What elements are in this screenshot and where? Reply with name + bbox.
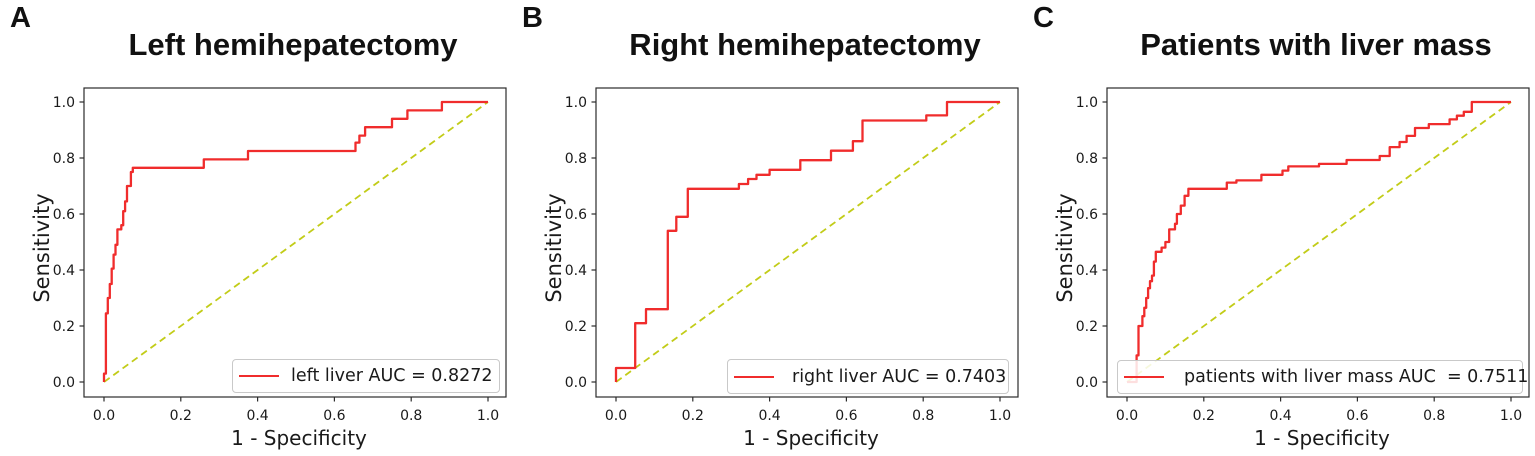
panel-right-hemihepatectomy: B Right hemihepatectomy 0.0 0.2 0.4 0.6 0.8 1… xyxy=(512,0,1024,456)
x-tick-label: 0.8 xyxy=(1423,408,1445,424)
legend-line-sample xyxy=(1124,376,1164,378)
x-tick-label: 1.0 xyxy=(1500,408,1522,424)
roc-curve xyxy=(102,100,488,382)
legend-label: right liver AUC = 0.7403 xyxy=(792,366,1007,387)
x-tick-label: 0.8 xyxy=(400,408,422,424)
y-tick-label: 0.0 xyxy=(565,375,587,391)
roc-plot: 0.0 0.2 0.4 0.6 0.8 1.0 0.0 0.2 0.4 0.6 0.8 1.0 xyxy=(565,87,1019,424)
roc-plot: 0.0 0.2 0.4 0.6 0.8 1.0 0.0 0.2 0.4 0.6 0.8 1.0 xyxy=(53,87,507,424)
y-tick-label: 1.0 xyxy=(565,95,587,111)
roc-plot: 0.0 0.2 0.4 0.6 0.8 1.0 0.0 0.2 0.4 0.6 0.8 1.0 xyxy=(1076,87,1530,424)
y-tick-label: 0.4 xyxy=(1076,263,1098,279)
chance-diagonal-line xyxy=(1126,101,1512,383)
y-axis-label: Sensitivity xyxy=(30,193,54,303)
panel-letter-a: A xyxy=(10,2,31,34)
y-tick-label: 0.8 xyxy=(1076,151,1098,167)
legend-line-sample xyxy=(734,375,774,378)
x-tick-label: 0.4 xyxy=(246,408,268,424)
x-tick-label: 0.4 xyxy=(758,408,780,424)
legend-line-sample xyxy=(239,375,279,377)
x-tick-label: 0.2 xyxy=(1193,408,1215,424)
chance-diagonal-line xyxy=(103,101,489,383)
x-tick-label: 0.6 xyxy=(835,408,857,424)
y-tick-label: 0.2 xyxy=(565,319,587,335)
x-axis-label: 1 - Specificity xyxy=(1254,426,1390,450)
x-tick-label: 1.0 xyxy=(989,408,1011,424)
y-axis-label: Sensitivity xyxy=(1053,193,1077,303)
x-tick-label: 0.0 xyxy=(93,408,115,424)
x-tick-label: 0.8 xyxy=(912,408,934,424)
x-tick-label: 0.0 xyxy=(605,408,627,424)
x-axis-label: 1 - Specificity xyxy=(743,426,879,450)
x-axis-label: 1 - Specificity xyxy=(231,426,367,450)
panel-title: Right hemihepatectomy xyxy=(629,27,981,62)
axes-frame xyxy=(595,87,1019,398)
y-axis-label: Sensitivity xyxy=(542,193,566,303)
legend-label: left liver AUC = 0.8272 xyxy=(291,366,493,386)
legend: left liver AUC = 0.8272 xyxy=(232,359,500,393)
y-tick-label: 1.0 xyxy=(53,95,75,111)
y-tick-label: 0.8 xyxy=(565,151,587,167)
x-tick-label: 0.6 xyxy=(323,408,345,424)
legend: patients with liver mass AUC = 0.7511 xyxy=(1117,360,1528,394)
x-tick-label: 0.6 xyxy=(1346,408,1368,424)
chance-diagonal-line xyxy=(615,101,1001,383)
panel-letter-c: C xyxy=(1033,2,1054,34)
y-tick-label: 0.6 xyxy=(565,207,587,223)
panel-title: Left hemihepatectomy xyxy=(128,27,458,62)
x-tick-label: 0.0 xyxy=(1116,408,1138,424)
legend-label: patients with liver mass AUC = 0.7511 xyxy=(1184,367,1529,387)
y-tick-label: 0.0 xyxy=(1076,375,1098,391)
y-tick-label: 1.0 xyxy=(1076,95,1098,111)
y-tick-label: 0.4 xyxy=(53,263,75,279)
y-tick-label: 0.6 xyxy=(53,207,75,223)
panel-letter-b: B xyxy=(522,2,543,34)
y-tick-label: 0.6 xyxy=(1076,207,1098,223)
axes-frame xyxy=(1106,87,1530,398)
legend: right liver AUC = 0.7403 xyxy=(727,359,1009,394)
x-tick-label: 0.4 xyxy=(1269,408,1291,424)
y-tick-label: 0.2 xyxy=(53,319,75,335)
roc-curve xyxy=(1127,100,1511,384)
roc-curve xyxy=(614,100,1000,382)
panel-left-hemihepatectomy: A Left hemihepatectomy 0.0 0.2 0.4 0.6 0.8 1.… xyxy=(0,0,512,456)
x-tick-label: 0.2 xyxy=(170,408,192,424)
y-tick-label: 0.2 xyxy=(1076,319,1098,335)
x-tick-label: 0.2 xyxy=(682,408,704,424)
y-tick-label: 0.4 xyxy=(565,263,587,279)
axes-frame xyxy=(83,87,507,398)
y-tick-label: 0.0 xyxy=(53,375,75,391)
y-tick-label: 0.8 xyxy=(53,151,75,167)
x-tick-label: 1.0 xyxy=(477,408,499,424)
panel-patients-with-liver-mass: C Patients with liver mass 0.0 0.2 0.4 0.6 0… xyxy=(1023,0,1535,456)
panel-title: Patients with liver mass xyxy=(1140,27,1492,62)
